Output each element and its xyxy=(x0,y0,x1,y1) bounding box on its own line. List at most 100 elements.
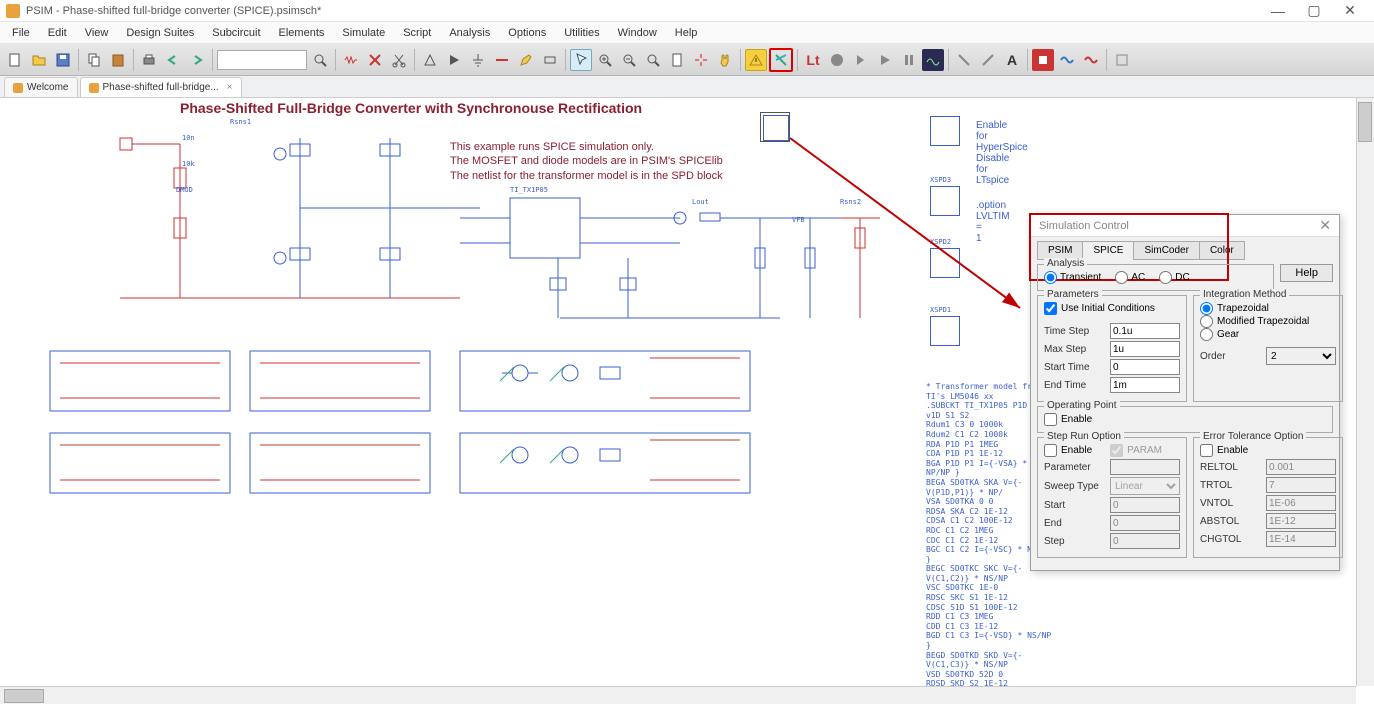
xspd3-box[interactable] xyxy=(930,186,960,216)
probe-i-icon[interactable] xyxy=(977,49,999,71)
tab-phase-shifted-full-bridge-[interactable]: Phase-shifted full-bridge...× xyxy=(80,77,242,97)
pan-icon[interactable] xyxy=(690,49,712,71)
label-xspd3: XSPD3 xyxy=(930,176,951,184)
label-icon[interactable] xyxy=(539,49,561,71)
open-icon[interactable] xyxy=(28,49,50,71)
stop-icon[interactable] xyxy=(826,49,848,71)
steprun-enable-checkbox[interactable] xyxy=(1044,444,1057,457)
pencil-icon[interactable] xyxy=(515,49,537,71)
hand-icon[interactable] xyxy=(714,49,736,71)
menu-subcircuit[interactable]: Subcircuit xyxy=(204,25,268,41)
zoom-fit-icon[interactable] xyxy=(642,49,664,71)
parameter-label: Parameter xyxy=(1044,462,1104,473)
label-rsns1: Rsns1 xyxy=(230,118,251,126)
param-checkbox xyxy=(1110,444,1123,457)
label-10k: 10k xyxy=(182,160,195,168)
analysis-dc[interactable]: DC xyxy=(1159,271,1189,284)
label-10n: 10n xyxy=(182,134,195,142)
ground-icon[interactable] xyxy=(467,49,489,71)
copy-icon[interactable] xyxy=(83,49,105,71)
time-step-input[interactable] xyxy=(1110,323,1180,339)
reltol-label: RELTOL xyxy=(1200,462,1260,473)
wave-blue-icon[interactable] xyxy=(1056,49,1078,71)
ltspice-icon[interactable]: Lt xyxy=(802,49,824,71)
step-icon[interactable] xyxy=(850,49,872,71)
label-xspd2: XSPD2 xyxy=(930,238,951,246)
scope-block[interactable] xyxy=(760,112,790,142)
max-step-input[interactable] xyxy=(1110,341,1180,357)
errtol-enable-checkbox[interactable] xyxy=(1200,444,1213,457)
wire-icon[interactable] xyxy=(491,49,513,71)
print-icon[interactable] xyxy=(138,49,160,71)
delete-icon[interactable] xyxy=(364,49,386,71)
use-initial-checkbox[interactable] xyxy=(1044,302,1057,315)
menu-simulate[interactable]: Simulate xyxy=(334,25,393,41)
menu-options[interactable]: Options xyxy=(500,25,554,41)
undo-icon[interactable] xyxy=(162,49,184,71)
triangle-icon[interactable] xyxy=(419,49,441,71)
minimize-button[interactable]: — xyxy=(1260,3,1296,19)
xspd-enable-box[interactable] xyxy=(930,116,960,146)
int-trapezoidal-radio[interactable] xyxy=(1200,302,1213,315)
menu-utilities[interactable]: Utilities xyxy=(556,25,607,41)
menu-elements[interactable]: Elements xyxy=(271,25,333,41)
reltol-input xyxy=(1266,459,1336,475)
close-button[interactable]: ✕ xyxy=(1332,2,1368,19)
zoom-out-icon[interactable] xyxy=(618,49,640,71)
sr-step-input xyxy=(1110,533,1180,549)
dialog-close-icon[interactable]: ✕ xyxy=(1319,217,1331,234)
zoom-combo[interactable] xyxy=(217,50,307,70)
menu-script[interactable]: Script xyxy=(395,25,439,41)
find-icon[interactable] xyxy=(309,49,331,71)
maximize-button[interactable]: ▢ xyxy=(1296,2,1332,19)
new-icon[interactable] xyxy=(4,49,26,71)
op-enable-checkbox[interactable] xyxy=(1044,413,1057,426)
int-modified-trapezoidal-radio[interactable] xyxy=(1200,315,1213,328)
highlighted-tool-icon[interactable] xyxy=(769,48,793,72)
sr-start-label: Start xyxy=(1044,500,1104,511)
probe-v-icon[interactable] xyxy=(953,49,975,71)
warning-icon[interactable] xyxy=(745,49,767,71)
paste-icon[interactable] xyxy=(107,49,129,71)
xspd2-box[interactable] xyxy=(930,248,960,278)
menu-view[interactable]: View xyxy=(77,25,117,41)
sr-end-label: End xyxy=(1044,518,1104,529)
titlebar: PSIM - Phase-shifted full-bridge convert… xyxy=(0,0,1374,22)
vntol-input xyxy=(1266,495,1336,511)
vertical-scrollbar[interactable] xyxy=(1356,98,1374,686)
run-icon[interactable] xyxy=(874,49,896,71)
int-gear-radio[interactable] xyxy=(1200,328,1213,341)
resistor-icon[interactable] xyxy=(340,49,362,71)
end-time-input[interactable] xyxy=(1110,377,1180,393)
settings-icon[interactable] xyxy=(1111,49,1133,71)
menu-help[interactable]: Help xyxy=(667,25,706,41)
xspd1-box[interactable] xyxy=(930,316,960,346)
tab-welcome[interactable]: Welcome xyxy=(4,77,78,97)
menu-edit[interactable]: Edit xyxy=(40,25,75,41)
menu-analysis[interactable]: Analysis xyxy=(441,25,498,41)
horizontal-scrollbar[interactable] xyxy=(0,686,1356,704)
order-select[interactable]: 2 xyxy=(1266,347,1336,365)
steprun-legend: Step Run Option xyxy=(1044,431,1124,442)
analysis-transient[interactable]: Transient xyxy=(1044,271,1101,284)
menu-window[interactable]: Window xyxy=(610,25,665,41)
pause-icon[interactable] xyxy=(898,49,920,71)
menu-design-suites[interactable]: Design Suites xyxy=(118,25,202,41)
save-icon[interactable] xyxy=(52,49,74,71)
menu-file[interactable]: File xyxy=(4,25,38,41)
select-icon[interactable] xyxy=(570,49,592,71)
help-button[interactable]: Help xyxy=(1280,264,1333,282)
analysis-ac[interactable]: AC xyxy=(1115,271,1145,284)
redo-icon[interactable] xyxy=(186,49,208,71)
play-icon[interactable] xyxy=(443,49,465,71)
scope-icon[interactable] xyxy=(922,49,944,71)
page-icon[interactable] xyxy=(666,49,688,71)
wave-red-icon[interactable] xyxy=(1080,49,1102,71)
red-tool-icon[interactable] xyxy=(1032,49,1054,71)
label-vfb: VFB xyxy=(792,216,805,224)
start-time-input[interactable] xyxy=(1110,359,1180,375)
cut-icon[interactable] xyxy=(388,49,410,71)
text-icon[interactable]: A xyxy=(1001,49,1023,71)
zoom-in-icon[interactable] xyxy=(594,49,616,71)
label-dmod: DMOD xyxy=(176,186,193,194)
